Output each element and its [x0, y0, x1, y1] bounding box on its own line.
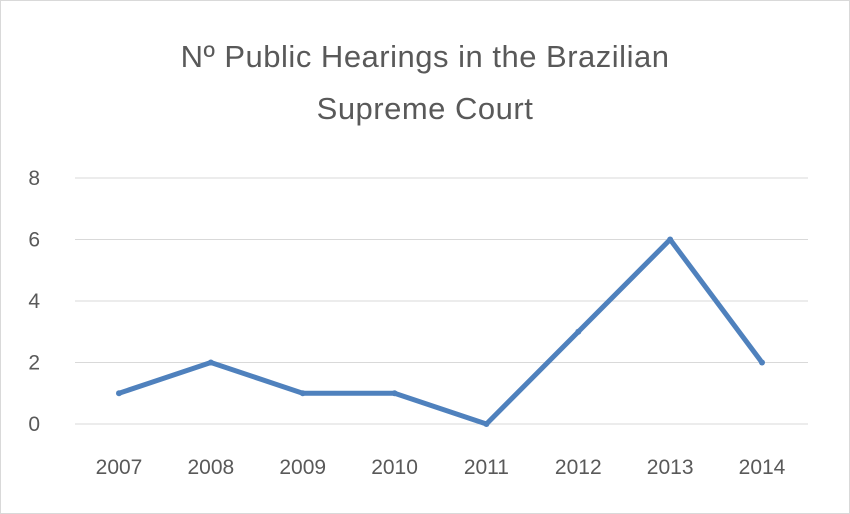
gridlines: [75, 177, 808, 425]
y-tick-label: 6: [28, 229, 40, 252]
x-tick-label: 2014: [739, 456, 786, 479]
chart-title-line-2: Supreme Court: [316, 91, 534, 126]
y-tick-label: 2: [28, 352, 40, 375]
x-tick-label: 2012: [555, 456, 602, 479]
x-axis: 2007 2008 2009 2010 2011 2012 2013 2014: [96, 456, 786, 479]
y-tick-label: 0: [28, 413, 40, 436]
data-point-2010: [391, 390, 398, 397]
series: [116, 236, 765, 427]
data-point-2014: [759, 359, 765, 366]
chart-title: Nº Public Hearings in the Brazilian Supr…: [1, 31, 849, 135]
x-tick-label: 2011: [464, 456, 509, 479]
data-point-2012: [575, 328, 582, 335]
data-point-2008: [207, 359, 214, 366]
y-tick-label: 8: [28, 167, 40, 190]
x-tick-label: 2010: [371, 456, 418, 479]
y-tick-label: 4: [28, 290, 40, 313]
x-tick-label: 2009: [279, 456, 326, 479]
series-line: [116, 237, 765, 427]
data-point-2011: [483, 421, 490, 427]
data-point-2007: [116, 390, 122, 397]
data-point-2009: [299, 390, 306, 397]
chart-title-line-1: Nº Public Hearings in the Brazilian: [180, 39, 670, 74]
y-axis: 0 2 4 6 8: [28, 167, 40, 436]
x-tick-label: 2007: [96, 456, 143, 479]
data-point-2013: [667, 236, 674, 243]
x-tick-label: 2008: [187, 456, 234, 479]
x-tick-label: 2013: [647, 456, 694, 479]
